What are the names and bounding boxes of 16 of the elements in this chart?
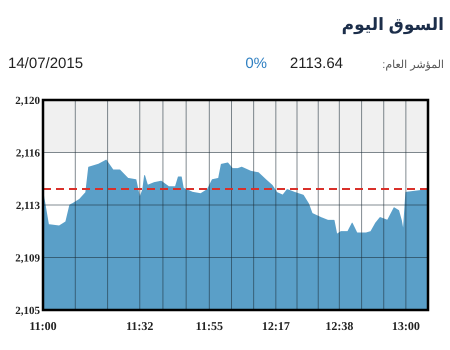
- y-tick-label: 2,105: [15, 305, 40, 317]
- text: 2113.64: [290, 55, 343, 72]
- chart-title: السوق اليوم: [342, 15, 444, 35]
- y-tick-label: 2,109: [15, 252, 40, 264]
- x-tick-label: 11:55: [196, 319, 223, 333]
- y-tick-label: 2,120: [15, 95, 40, 107]
- x-tick-label: 11:00: [29, 319, 57, 333]
- y-tick-label: 2,116: [16, 148, 40, 160]
- x-tick-label: 11:32: [126, 319, 154, 333]
- x-tick-label: 12:17: [262, 319, 290, 333]
- x-tick-label: 12:38: [325, 319, 354, 333]
- text: 14/07/2015: [8, 55, 84, 72]
- text: 0%: [245, 55, 267, 72]
- y-tick-label: 2,113: [16, 200, 40, 212]
- text: المؤشر العام:: [382, 59, 444, 71]
- x-tick-label: 13:00: [392, 319, 420, 333]
